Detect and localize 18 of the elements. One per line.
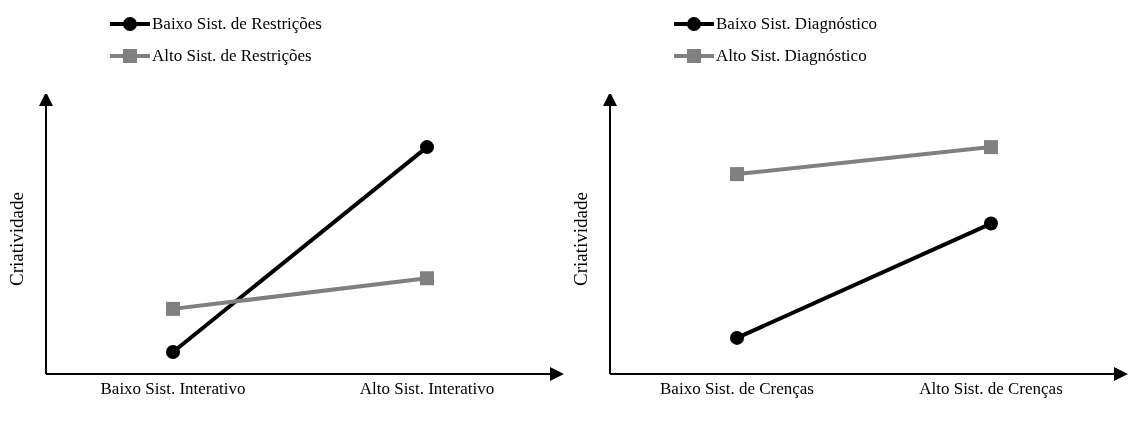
x-tick-label: Baixo Sist. Interativo — [100, 379, 246, 399]
legend-label: Alto Sist. de Restrições — [152, 46, 312, 66]
y-axis-title: Criatividade — [569, 192, 591, 286]
x-tick-label: Alto Sist. Interativo — [359, 379, 495, 399]
legend-label: Alto Sist. Diagnóstico — [716, 46, 867, 66]
point — [420, 271, 434, 286]
legend-label: Baixo Sist. Diagnóstico — [716, 14, 878, 34]
point — [984, 140, 998, 155]
y-axis-title: Criatividade — [5, 192, 27, 286]
x-tick-label: Baixo Sist. de Crenças — [660, 379, 814, 399]
point — [730, 330, 744, 345]
legend-label: Baixo Sist. de Restrições — [152, 14, 322, 34]
x-tick-label: Alto Sist. de Crenças — [919, 379, 1063, 399]
point — [420, 140, 434, 155]
point — [166, 301, 180, 316]
point — [730, 167, 744, 182]
point — [166, 344, 180, 359]
point — [984, 216, 998, 231]
